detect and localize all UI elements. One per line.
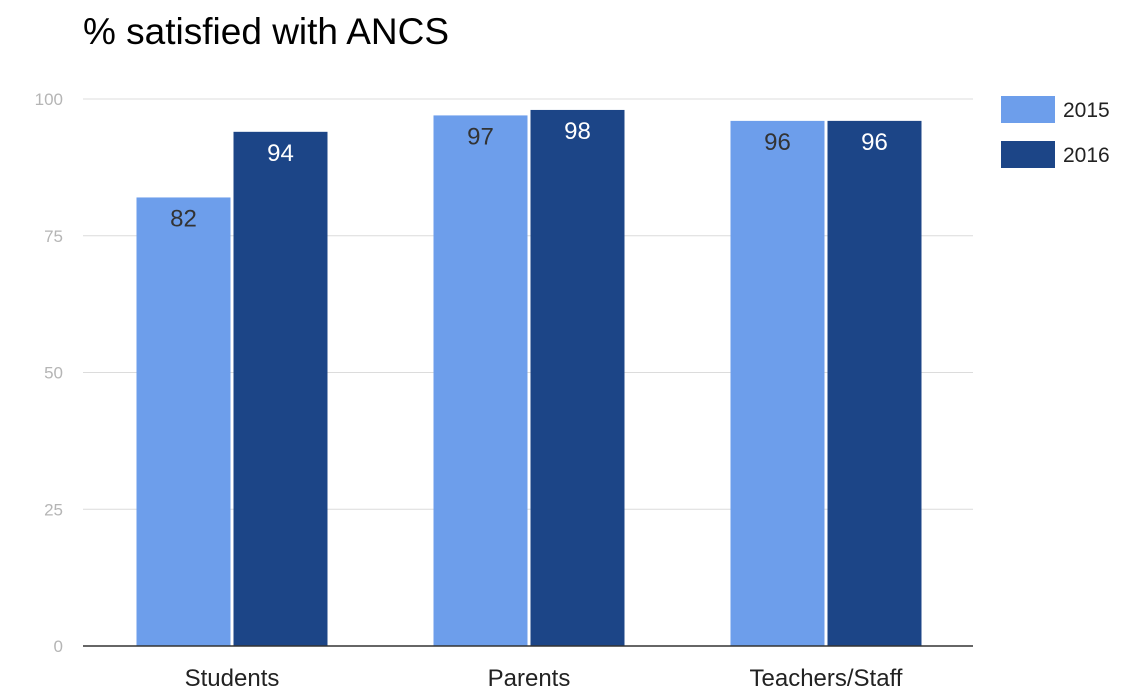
data-label: 97 bbox=[467, 123, 494, 150]
data-label: 96 bbox=[861, 129, 888, 156]
legend: 2015 2016 bbox=[1001, 96, 1110, 168]
bar-students-2015 bbox=[136, 197, 231, 646]
legend-label: 2016 bbox=[1063, 144, 1110, 167]
bar-parents-2016 bbox=[530, 109, 625, 646]
chart-title: % satisfied with ANCS bbox=[83, 11, 449, 52]
legend-swatch-2016 bbox=[1001, 141, 1055, 168]
data-label: 94 bbox=[267, 140, 294, 167]
y-tick-label: 75 bbox=[44, 227, 63, 246]
x-tick-label: Students bbox=[185, 665, 280, 692]
y-tick-label: 0 bbox=[54, 637, 63, 656]
legend-label: 2015 bbox=[1063, 99, 1110, 122]
x-tick-label: Teachers/Staff bbox=[750, 665, 903, 692]
data-label: 96 bbox=[764, 129, 791, 156]
data-label: 98 bbox=[564, 118, 591, 145]
bar-teachers-staff-2015 bbox=[730, 120, 825, 646]
y-tick-label: 25 bbox=[44, 500, 63, 519]
data-label: 82 bbox=[170, 205, 197, 232]
bars bbox=[136, 109, 922, 646]
data-labels: 82 94 97 98 96 96 bbox=[170, 118, 888, 233]
bar-parents-2015 bbox=[433, 115, 528, 646]
y-tick-label: 50 bbox=[44, 364, 63, 383]
bar-students-2016 bbox=[233, 131, 328, 646]
y-tick-label: 100 bbox=[35, 90, 63, 109]
x-axis-ticks: Students Parents Teachers/Staff bbox=[185, 665, 903, 692]
bar-teachers-staff-2016 bbox=[827, 120, 922, 646]
gridlines bbox=[83, 98, 973, 510]
legend-swatch-2015 bbox=[1001, 96, 1055, 123]
x-tick-label: Parents bbox=[488, 665, 571, 692]
y-axis-ticks: 0 25 50 75 100 bbox=[35, 90, 63, 656]
